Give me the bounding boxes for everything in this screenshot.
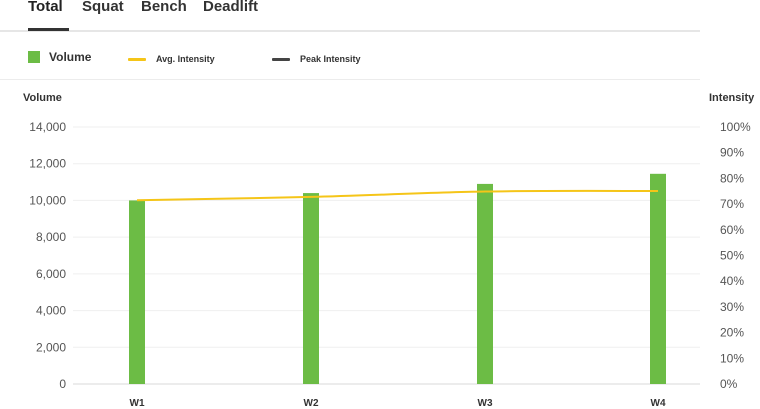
active-tab-indicator (28, 28, 69, 31)
chart-legend: Volume Avg. Intensity Peak Intensity (0, 31, 700, 80)
volume-swatch (28, 51, 40, 63)
left-axis-tick-label: 10,000 (29, 193, 66, 207)
left-axis-tick-label: 14,000 (29, 120, 66, 134)
right-axis-title: Intensity (709, 92, 755, 104)
left-axis-tick-label: 0 (59, 377, 66, 391)
avg-intensity-line (136, 189, 659, 202)
left-axis-tick-label: 6,000 (36, 267, 66, 281)
right-axis-tick-label: 60% (720, 223, 744, 237)
right-axis-tick-label: 90% (720, 146, 744, 160)
legend-item-volume[interactable]: Volume (28, 50, 91, 64)
volume-bar (303, 193, 319, 384)
right-axis-tick-label: 20% (720, 326, 744, 340)
avg-intensity-swatch (128, 57, 146, 61)
volume-bar (650, 173, 666, 384)
left-axis-tick-label: 4,000 (36, 304, 66, 318)
legend-item-peak-intensity[interactable]: Peak Intensity (272, 54, 361, 64)
x-axis-tick-label: W4 (651, 398, 666, 409)
legend-label-volume: Volume (49, 50, 92, 64)
left-axis-title: Volume (23, 92, 62, 104)
left-axis-tick-label: 12,000 (29, 157, 66, 171)
right-axis-tick-label: 80% (720, 171, 744, 185)
tab-bar: Total Squat Bench Deadlift (0, 0, 700, 32)
left-axis-tick-label: 8,000 (36, 230, 66, 244)
right-axis-tick-label: 40% (720, 274, 744, 288)
peak-intensity-swatch (272, 57, 290, 61)
left-axis-tick-label: 2,000 (36, 340, 66, 354)
legend-item-avg-intensity[interactable]: Avg. Intensity (128, 54, 215, 64)
x-axis-tick-label: W3 (478, 398, 493, 409)
tab-deadlift[interactable]: Deadlift (203, 0, 259, 15)
tab-bench[interactable]: Bench (141, 0, 187, 15)
right-axis-tick-label: 30% (720, 300, 744, 314)
x-axis-tick-label: W2 (304, 398, 319, 409)
volume-bar (129, 200, 145, 384)
legend-label-avg-intensity: Avg. Intensity (156, 54, 215, 64)
tab-total[interactable]: Total (28, 0, 63, 15)
x-axis-tick-label: W1 (130, 398, 145, 409)
right-axis-tick-label: 0% (720, 377, 738, 391)
right-axis-tick-label: 50% (720, 249, 744, 263)
volume-bar (477, 183, 493, 384)
tab-squat[interactable]: Squat (82, 0, 124, 15)
right-axis-tick-label: 100% (720, 120, 751, 134)
legend-label-peak-intensity: Peak Intensity (300, 54, 361, 64)
right-axis-tick-label: 10% (720, 351, 744, 365)
right-axis-tick-label: 70% (720, 197, 744, 211)
